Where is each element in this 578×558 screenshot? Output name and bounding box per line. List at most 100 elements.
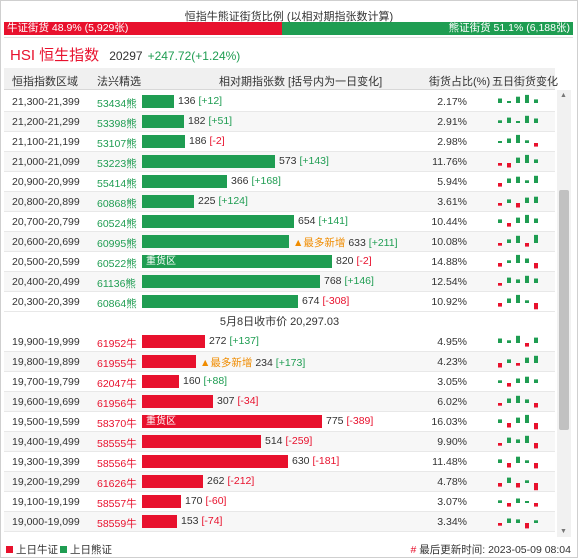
price-range: 19,700-19,799: [12, 376, 80, 388]
table-row[interactable]: 20,400-20,499 61136熊 768 [+146] 12.54%: [4, 272, 555, 292]
sparkline-bar: [516, 456, 520, 463]
warrant-code-link[interactable]: 53107熊: [97, 138, 137, 150]
scroll-down-icon[interactable]: ▼: [560, 528, 567, 535]
sparkline-bar: [507, 298, 511, 303]
scrollbar-thumb[interactable]: [559, 190, 569, 430]
warrant-code-link[interactable]: 58557牛: [97, 498, 137, 510]
warrant-code-link[interactable]: 61952牛: [97, 338, 137, 350]
table-row[interactable]: 19,600-19,699 61956牛 307 [-34] 6.02%: [4, 392, 555, 412]
daily-change: [+211]: [368, 237, 398, 249]
warrant-code-link[interactable]: 61626牛: [97, 478, 137, 490]
contracts-number: 136: [178, 95, 196, 107]
daily-change: [+141]: [318, 215, 348, 227]
warrant-code-link[interactable]: 61955牛: [97, 358, 137, 370]
sparkline-bar: [525, 197, 529, 203]
sparkline-bar: [507, 463, 511, 468]
table-row[interactable]: 20,600-20,699 60995熊 ▲最多新增 633 [+211] 10.08…: [4, 232, 555, 252]
table-row[interactable]: 20,700-20,799 60524熊 654 [+141] 10.44%: [4, 212, 555, 232]
warrant-code-link[interactable]: 60864熊: [97, 298, 137, 310]
warrant-code-link[interactable]: 60524熊: [97, 218, 137, 230]
warrant-code-link[interactable]: 58556牛: [97, 458, 137, 470]
sparkline-bar: [525, 414, 529, 423]
table-row[interactable]: 20,800-20,899 60868熊 225 [+124] 3.61%: [4, 192, 555, 212]
warrant-table-body[interactable]: 21,300-21,399 53434熊 136 [+12] 2.17% 21,200-…: [4, 92, 555, 537]
warrant-code-link[interactable]: 53223熊: [97, 158, 137, 170]
table-row[interactable]: 19,400-19,499 58555牛 514 [-259] 9.90%: [4, 432, 555, 452]
daily-change: [-389]: [346, 415, 374, 427]
price-range: 20,600-20,699: [12, 236, 80, 248]
legend-bear: 上日熊证: [60, 542, 112, 557]
green-square-icon: [60, 546, 67, 553]
scroll-up-icon[interactable]: ▲: [560, 92, 567, 99]
contracts-bar: [142, 295, 298, 308]
index-name[interactable]: HSI 恒生指数: [10, 47, 100, 64]
warrant-code-link[interactable]: 62047牛: [97, 378, 137, 390]
table-row[interactable]: 21,000-21,099 53223熊 573 [+143] 11.76%: [4, 152, 555, 172]
contracts-bar: [142, 275, 320, 288]
warrant-code-link[interactable]: 61956牛: [97, 398, 137, 410]
contracts-number: 775: [326, 415, 344, 427]
contracts-value: 225 [+124]: [198, 195, 248, 207]
table-row[interactable]: 21,200-21,299 53398熊 182 [+51] 2.91%: [4, 112, 555, 132]
warrant-code-link[interactable]: 60868熊: [97, 198, 137, 210]
contracts-number: 234: [255, 357, 273, 369]
red-square-icon: [6, 546, 13, 553]
table-row[interactable]: 19,000-19,099 58559牛 153 [-74] 3.34%: [4, 512, 555, 532]
table-row[interactable]: 20,900-20,999 55414熊 366 [+168] 5.94%: [4, 172, 555, 192]
table-row[interactable]: 20,300-20,399 60864熊 674 [-308] 10.92%: [4, 292, 555, 312]
warrant-code-link[interactable]: 53398熊: [97, 118, 137, 130]
contracts-bar: 重货区: [142, 415, 322, 428]
contracts-bar: [142, 455, 288, 468]
sparkline-bar: [507, 101, 511, 103]
warrant-code-link[interactable]: 61136熊: [97, 278, 136, 290]
five-day-sparkline: [498, 456, 538, 469]
warrant-code-link[interactable]: 58370牛: [97, 418, 137, 430]
sparkline-bar: [525, 399, 529, 403]
table-row[interactable]: 19,200-19,299 61626牛 262 [-212] 4.78%: [4, 472, 555, 492]
five-day-sparkline: [498, 414, 538, 430]
table-row[interactable]: 20,500-20,599 60522熊 重货区 820 [-2] 14.88%: [4, 252, 555, 272]
vertical-scrollbar[interactable]: ▲ ▼: [557, 90, 571, 537]
daily-change: [-60]: [205, 495, 227, 507]
sparkline-bar: [534, 196, 538, 203]
sparkline-bar: [525, 94, 529, 103]
sparkline-bar: [516, 498, 520, 503]
table-row[interactable]: 19,300-19,399 58556牛 630 [-181] 11.48%: [4, 452, 555, 472]
sparkline-bar: [498, 163, 502, 166]
warrant-code-link[interactable]: 60522熊: [97, 258, 137, 270]
contracts-number: 272: [209, 335, 227, 347]
share-percent: 3.34%: [437, 516, 467, 528]
sparkline-bar: [507, 178, 511, 183]
contracts-number: 153: [181, 515, 199, 527]
contracts-number: 654: [298, 215, 316, 227]
table-row[interactable]: 19,500-19,599 58370牛 重货区 775 [-389] 16.03%: [4, 412, 555, 432]
footer: 上日牛证 上日熊证 # 最后更新时间: 2023-05-09 08:04: [4, 540, 573, 556]
contracts-bar: [142, 235, 289, 248]
contracts-bar: [142, 395, 213, 408]
header-code: 法兴精选: [97, 76, 141, 88]
sparkline-bar: [534, 99, 538, 103]
sparkline-bar: [525, 480, 529, 483]
warrant-code-link[interactable]: 60995熊: [97, 238, 137, 250]
contracts-bar: [142, 175, 227, 188]
sparkline-bar: [534, 355, 538, 363]
five-day-sparkline: [498, 376, 538, 387]
warrant-code-link[interactable]: 58555牛: [97, 438, 137, 450]
sparkline-bar: [525, 376, 529, 383]
table-row[interactable]: 19,100-19,199 58557牛 170 [-60] 3.07%: [4, 492, 555, 512]
table-row[interactable]: 19,900-19,999 61952牛 272 [+137] 4.95%: [4, 332, 555, 352]
legend-bull: 上日牛证: [6, 542, 58, 557]
sparkline-bar: [516, 417, 520, 423]
table-row[interactable]: 19,700-19,799 62047牛 160 [+88] 3.05%: [4, 372, 555, 392]
table-row[interactable]: 21,100-21,199 53107熊 186 [-2] 2.98%: [4, 132, 555, 152]
sparkline-bar: [507, 260, 511, 263]
sparkline-bar: [534, 303, 538, 310]
warrant-code-link[interactable]: 55414熊: [97, 178, 137, 190]
sparkline-bar: [507, 199, 511, 203]
price-range: 20,400-20,499: [12, 276, 80, 288]
warrant-code-link[interactable]: 53434熊: [97, 98, 137, 110]
table-row[interactable]: 19,800-19,899 61955牛 ▲最多新增 234 [+173] 4.23%: [4, 352, 555, 372]
warrant-code-link[interactable]: 58559牛: [97, 518, 137, 530]
sparkline-bar: [516, 378, 520, 383]
table-row[interactable]: 21,300-21,399 53434熊 136 [+12] 2.17%: [4, 92, 555, 112]
